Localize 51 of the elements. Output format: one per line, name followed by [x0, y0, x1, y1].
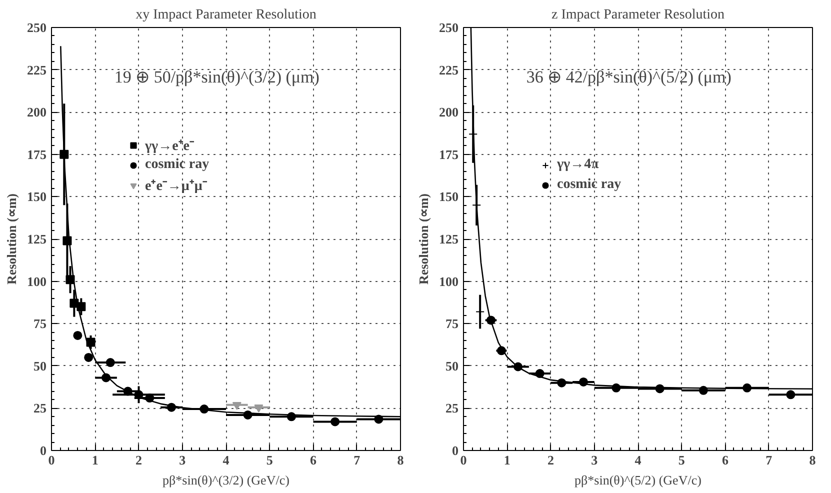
- y-tick-label: 25: [446, 400, 459, 416]
- y-axis-title: Resolution (∝m): [416, 194, 431, 284]
- x-tick-label: 6: [310, 452, 317, 468]
- legend-label: γγ→4π: [557, 157, 599, 173]
- chart-title: xy Impact Parameter Resolution: [136, 8, 316, 22]
- y-tick-label: 75: [34, 316, 47, 332]
- x-tick-label: 3: [591, 452, 598, 468]
- y-tick-label: 0: [40, 443, 46, 458]
- x-axis-title: pβ*sin(θ)^(3/2) (GeV/c): [162, 472, 290, 488]
- x-tick-label: 3: [179, 452, 186, 468]
- y-tick-label: 200: [27, 104, 46, 120]
- x-axis-title: pβ*sin(θ)^(5/2) (GeV/c): [574, 472, 702, 488]
- y-tick-label: 250: [27, 20, 46, 35]
- x-tick-label: 7: [354, 452, 361, 468]
- y-tick-label: 100: [439, 274, 458, 289]
- x-tick-label: 4: [634, 452, 642, 468]
- y-tick-label: 50: [446, 358, 458, 374]
- x-tick-label: 5: [266, 452, 274, 468]
- x-tick-label: 1: [504, 452, 510, 468]
- y-tick-label: 25: [34, 400, 47, 416]
- x-tick-label: 8: [809, 452, 816, 468]
- x-tick-label: 1: [92, 452, 98, 468]
- x-tick-label: 4: [222, 452, 230, 468]
- annotation: 36 ⊕ 42/pβ*sin(θ)^(5/2) (μm): [526, 68, 732, 87]
- y-tick-label: 0: [452, 443, 458, 458]
- y-tick-label: 150: [27, 189, 46, 204]
- y-tick-label: 225: [439, 62, 459, 78]
- y-tick-label: 200: [439, 104, 458, 120]
- legend-label: γγ→e⁺e⁻: [145, 138, 195, 155]
- x-tick-label: 7: [766, 452, 773, 468]
- legend-label: cosmic ray: [145, 157, 210, 173]
- y-tick-label: 175: [27, 146, 47, 162]
- y-tick-label: 125: [439, 232, 459, 246]
- y-tick-label: 125: [27, 232, 47, 246]
- y-tick-label: 150: [439, 189, 458, 204]
- x-tick-label: 8: [397, 452, 404, 468]
- y-tick-label: 100: [27, 274, 46, 289]
- y-tick-label: 50: [34, 358, 46, 374]
- x-tick-label: 5: [678, 452, 686, 468]
- y-tick-label: 225: [27, 62, 47, 78]
- chart-title: z Impact Parameter Resolution: [552, 8, 724, 22]
- legend-label: e⁺e⁻→μ⁺μ⁻: [145, 178, 208, 195]
- x-tick-label: 2: [136, 452, 142, 468]
- x-tick-label: 2: [548, 452, 554, 468]
- annotation: 19 ⊕ 50/pβ*sin(θ)^(3/2) (μm): [114, 68, 320, 87]
- y-tick-label: 250: [439, 20, 458, 35]
- y-tick-label: 175: [439, 146, 459, 162]
- y-axis-title: Resolution (∝m): [4, 194, 19, 284]
- y-tick-label: 75: [446, 316, 459, 332]
- x-tick-label: 6: [722, 452, 729, 468]
- legend-label: cosmic ray: [557, 177, 622, 193]
